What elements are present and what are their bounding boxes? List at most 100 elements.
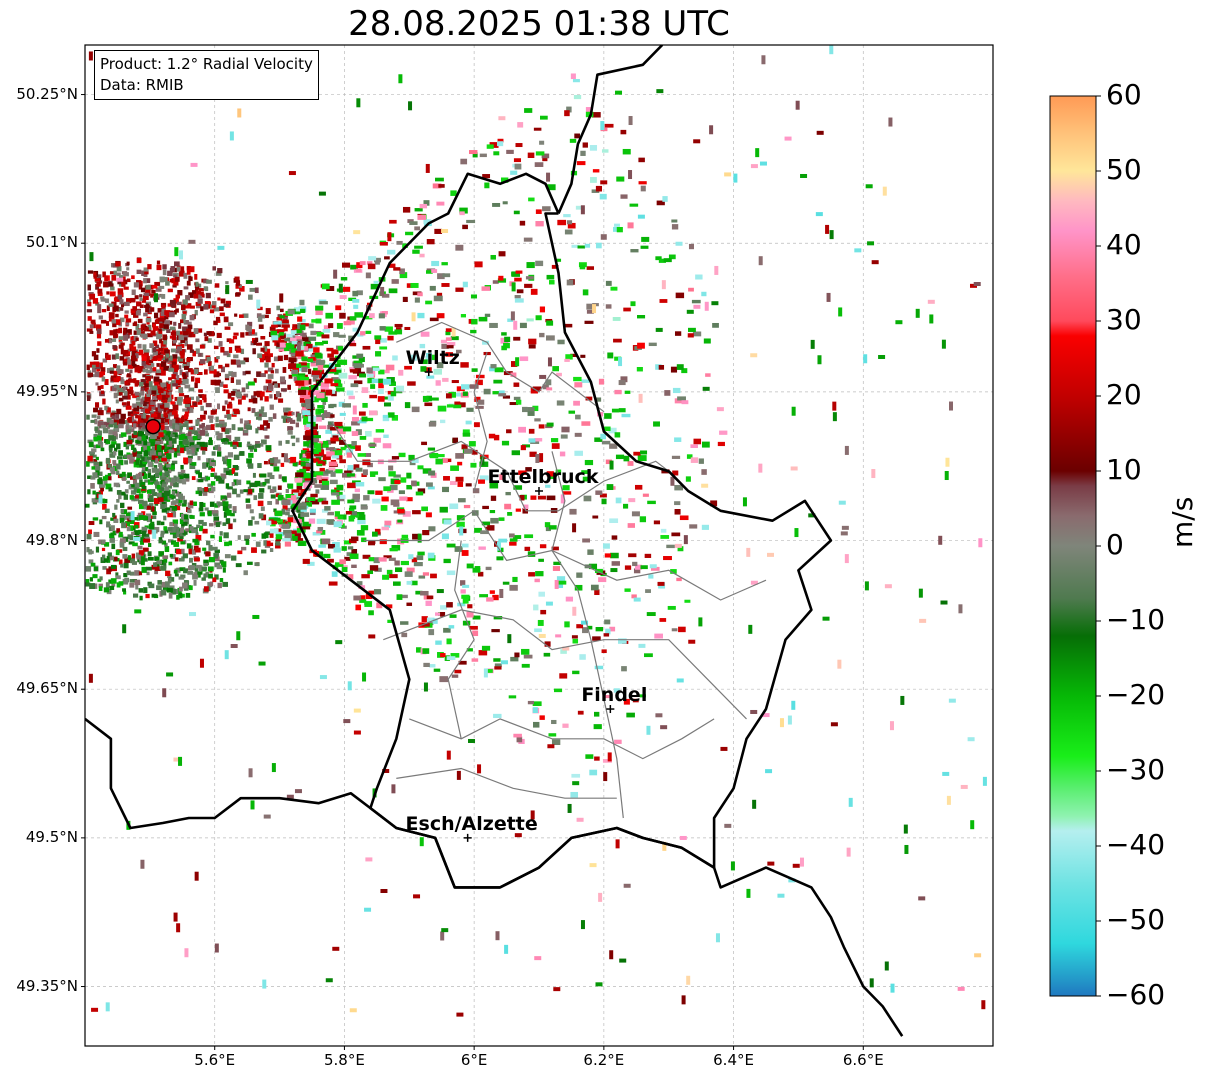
echo-gate — [548, 525, 557, 530]
echo-gate — [318, 191, 326, 196]
echo-gate — [414, 297, 420, 303]
echo-gate — [289, 419, 296, 424]
echo-gate — [419, 203, 428, 209]
echo-gate — [300, 386, 310, 391]
echo-gate — [164, 394, 170, 398]
echo-gate — [170, 434, 175, 438]
echo-gate — [141, 431, 145, 438]
echo-gate — [581, 620, 589, 625]
echo-gate — [89, 577, 93, 582]
echo-gate — [273, 356, 279, 362]
echo-gate — [969, 283, 977, 288]
echo-gate — [141, 466, 146, 472]
echo-gate — [127, 373, 131, 377]
echo-gate — [135, 414, 139, 419]
echo-gate — [156, 363, 160, 367]
echo-gate — [211, 305, 216, 309]
echo-gate — [137, 420, 144, 424]
echo-gate — [446, 342, 456, 346]
echo-gate — [264, 348, 271, 355]
echo-gate — [123, 386, 127, 391]
echo-gate — [455, 287, 464, 292]
echo-gate — [271, 335, 279, 341]
echo-gate — [214, 943, 219, 953]
echo-gate — [566, 106, 572, 113]
echo-gate — [228, 540, 233, 546]
echo-gate — [653, 520, 661, 525]
echo-gate — [90, 319, 96, 324]
echo-gate — [111, 543, 116, 550]
echo-gate — [113, 515, 117, 521]
echo-gate — [548, 733, 557, 737]
echo-gate — [87, 455, 93, 462]
echo-gate — [562, 723, 569, 728]
echo-gate — [437, 273, 445, 280]
canton-border — [396, 767, 617, 799]
echo-gate — [189, 526, 194, 531]
echo-gate — [168, 592, 173, 599]
echo-gate — [168, 440, 174, 445]
echo-gate — [450, 653, 460, 658]
echo-gate — [113, 384, 118, 388]
echo-gate — [202, 394, 206, 400]
echo-gate — [164, 422, 168, 426]
echo-gate — [395, 567, 403, 573]
echo-gate — [308, 518, 316, 524]
echo-gate — [264, 314, 269, 319]
echo-gate — [161, 391, 167, 395]
echo-gate — [832, 401, 837, 411]
echo-gate — [209, 418, 214, 423]
echo-gate — [523, 237, 533, 242]
echo-gate — [513, 210, 520, 215]
echo-gate — [335, 305, 342, 311]
echo-gate — [331, 571, 338, 577]
echo-gate — [129, 519, 135, 525]
echo-gate — [86, 546, 90, 553]
echo-gate — [202, 462, 207, 469]
echo-gate — [287, 459, 293, 463]
echo-gate — [370, 384, 376, 389]
echo-gate — [230, 513, 235, 517]
echo-gate — [176, 531, 181, 538]
echo-gate — [236, 363, 241, 368]
echo-gate — [187, 431, 192, 437]
echo-gate — [239, 314, 244, 318]
echo-gate — [125, 444, 130, 450]
echo-gate — [710, 500, 718, 507]
echo-gate — [534, 162, 544, 167]
echo-gate — [315, 417, 322, 422]
echo-gate — [846, 847, 851, 857]
echo-gate — [168, 561, 173, 566]
echo-gate — [112, 466, 118, 471]
echo-gate — [584, 459, 594, 466]
echo-gate — [379, 241, 388, 246]
echo-gate — [462, 598, 469, 604]
echo-gate — [272, 413, 277, 419]
echo-gate — [456, 402, 466, 408]
echo-gate — [471, 318, 478, 325]
echo-gate — [203, 410, 207, 415]
echo-gate — [223, 440, 228, 445]
echo-gate — [152, 396, 157, 400]
echo-gate — [120, 348, 124, 355]
echo-gate — [327, 558, 334, 563]
echo-gate — [331, 349, 339, 355]
echo-gate — [210, 481, 216, 486]
echo-gate — [103, 587, 110, 593]
echo-gate — [226, 492, 232, 498]
echo-gate — [143, 450, 149, 457]
echo-gate — [553, 987, 561, 992]
echo-gate — [343, 719, 351, 724]
echo-gate — [511, 282, 516, 292]
echo-gate — [181, 513, 187, 520]
echo-gate — [474, 527, 482, 533]
echo-gate — [533, 127, 542, 131]
echo-gate — [205, 432, 209, 437]
echo-gate — [157, 405, 164, 412]
echo-gate — [284, 541, 291, 547]
echo-gate — [233, 332, 239, 336]
echo-gate — [184, 514, 189, 520]
echo-gate — [142, 333, 148, 339]
echo-gate — [216, 332, 222, 338]
echo-gate — [559, 451, 566, 457]
